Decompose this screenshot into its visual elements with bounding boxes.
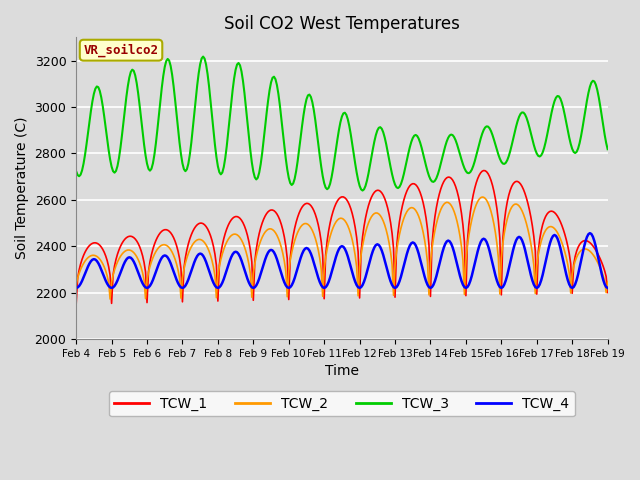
TCW_4 bbox=[72, 285, 80, 291]
TCW_2 bbox=[376, 213, 384, 218]
TCW_3 bbox=[87, 108, 95, 114]
TCW_3 bbox=[408, 139, 415, 145]
Line: TCW_2: TCW_2 bbox=[76, 197, 607, 299]
TCW_3 bbox=[72, 168, 80, 174]
TCW_1 bbox=[540, 217, 548, 223]
TCW_1 bbox=[604, 289, 611, 295]
TCW_3 bbox=[172, 96, 179, 102]
TCW_1 bbox=[172, 238, 179, 244]
Title: Soil CO2 West Temperatures: Soil CO2 West Temperatures bbox=[224, 15, 460, 33]
TCW_2 bbox=[87, 253, 95, 259]
TCW_4 bbox=[375, 242, 383, 248]
TCW_1 bbox=[404, 185, 412, 191]
Line: TCW_3: TCW_3 bbox=[76, 57, 607, 191]
TCW_1 bbox=[393, 245, 401, 251]
TCW_2 bbox=[406, 205, 413, 211]
TCW_3 bbox=[396, 184, 403, 190]
TCW_4 bbox=[404, 246, 412, 252]
TCW_4 bbox=[87, 258, 95, 264]
TCW_4 bbox=[604, 285, 611, 291]
TCW_3 bbox=[542, 139, 550, 145]
TCW_3 bbox=[604, 146, 611, 152]
TCW_2 bbox=[173, 261, 180, 267]
Text: VR_soilco2: VR_soilco2 bbox=[84, 44, 159, 57]
TCW_3 bbox=[378, 126, 385, 132]
Y-axis label: Soil Temperature (C): Soil Temperature (C) bbox=[15, 117, 29, 259]
TCW_3 bbox=[358, 188, 366, 193]
Line: TCW_1: TCW_1 bbox=[76, 170, 607, 304]
TCW_4 bbox=[172, 273, 179, 278]
Legend: TCW_1, TCW_2, TCW_3, TCW_4: TCW_1, TCW_2, TCW_3, TCW_4 bbox=[109, 391, 575, 417]
TCW_2 bbox=[72, 282, 80, 288]
TCW_4 bbox=[586, 230, 594, 236]
TCW_2 bbox=[478, 194, 486, 200]
Line: TCW_4: TCW_4 bbox=[76, 233, 607, 288]
X-axis label: Time: Time bbox=[325, 364, 359, 378]
TCW_4 bbox=[539, 272, 547, 278]
TCW_1 bbox=[87, 241, 95, 247]
TCW_4 bbox=[393, 284, 401, 290]
TCW_1 bbox=[480, 168, 488, 173]
TCW_2 bbox=[106, 296, 114, 302]
TCW_3 bbox=[199, 54, 207, 60]
TCW_1 bbox=[72, 301, 80, 307]
TCW_2 bbox=[394, 240, 402, 245]
TCW_2 bbox=[604, 279, 611, 285]
TCW_2 bbox=[542, 228, 550, 233]
TCW_1 bbox=[375, 188, 383, 193]
